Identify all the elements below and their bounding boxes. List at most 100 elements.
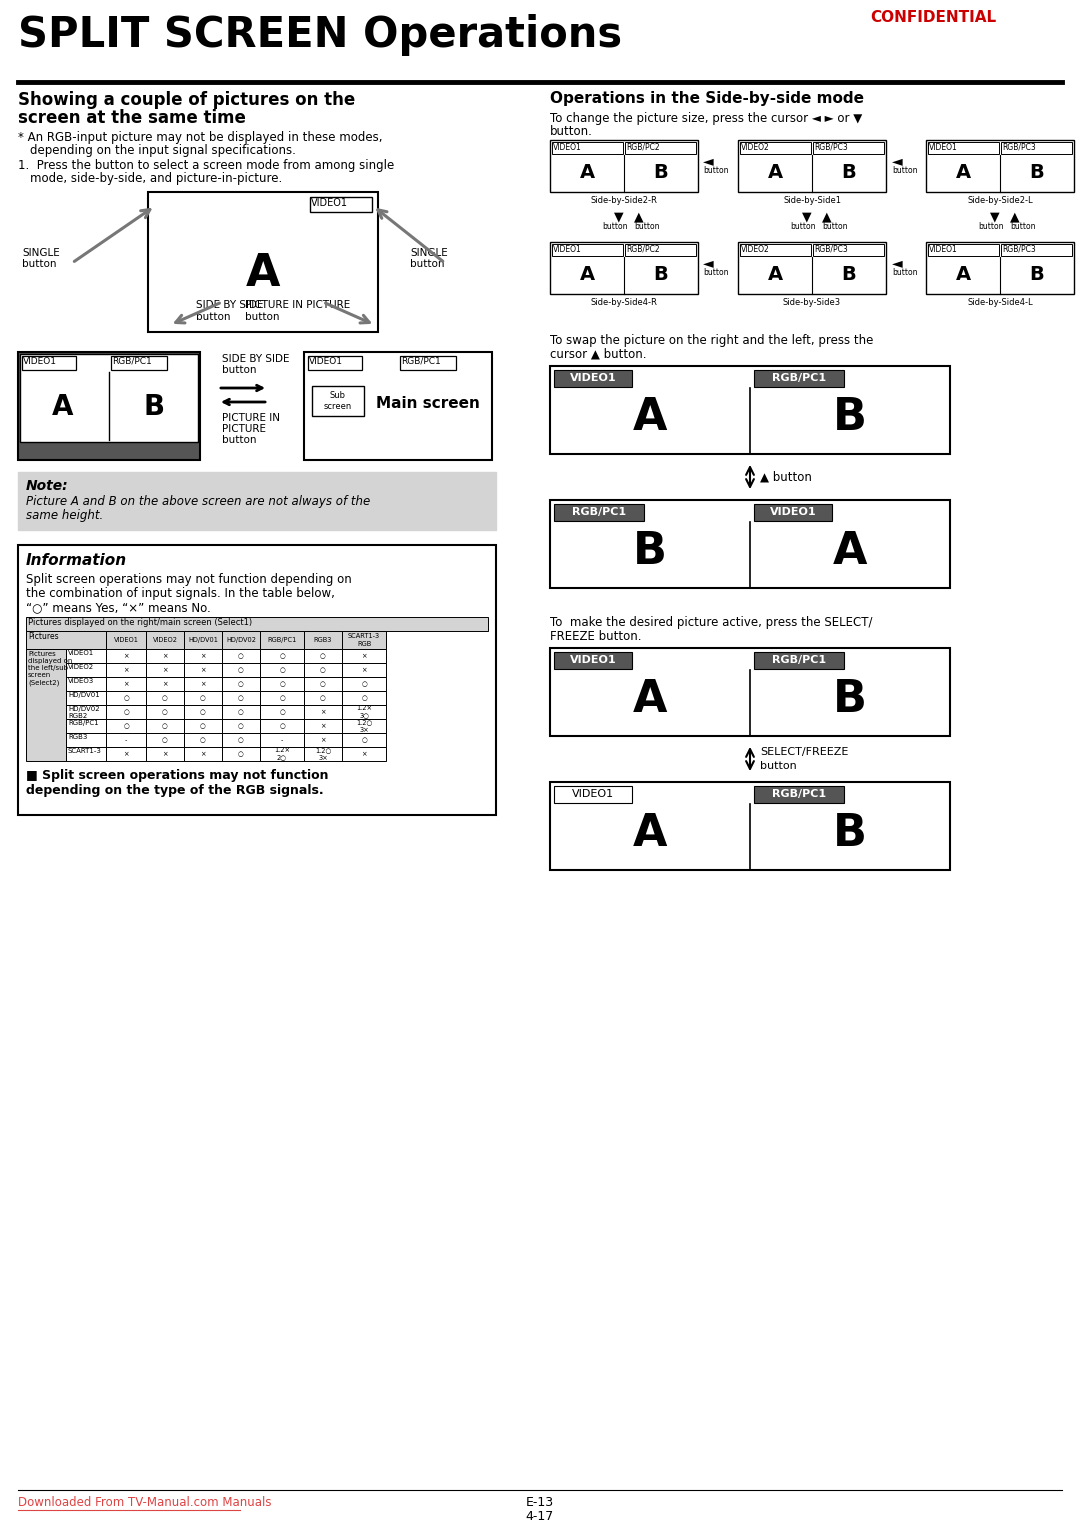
Text: button: button <box>634 222 660 231</box>
Text: ×: × <box>200 750 206 756</box>
Text: ×: × <box>162 681 167 688</box>
Bar <box>625 142 696 154</box>
Text: Side-by-Side1: Side-by-Side1 <box>783 196 841 205</box>
Text: VIDEO1: VIDEO1 <box>929 244 958 254</box>
Text: RGB3: RGB3 <box>68 733 87 740</box>
Bar <box>26 617 488 631</box>
Bar <box>222 649 260 663</box>
Bar <box>66 720 106 733</box>
Text: A: A <box>580 264 595 284</box>
Bar <box>66 649 106 663</box>
Bar <box>222 747 260 761</box>
Text: VIDEO2: VIDEO2 <box>152 637 177 643</box>
Bar <box>146 631 184 649</box>
Text: ×: × <box>361 668 367 672</box>
Text: A: A <box>956 162 971 182</box>
Text: ◄: ◄ <box>892 154 903 168</box>
Text: RGB/PC3: RGB/PC3 <box>1002 244 1036 254</box>
Text: ○: ○ <box>200 709 206 715</box>
Bar <box>184 649 222 663</box>
Bar <box>111 356 167 370</box>
Text: depending on the type of the RGB signals.: depending on the type of the RGB signals… <box>26 784 324 798</box>
Text: button: button <box>410 260 445 269</box>
Text: VIDEO1: VIDEO1 <box>23 358 57 367</box>
Bar <box>342 677 386 691</box>
Text: ×: × <box>123 750 129 756</box>
Bar <box>1001 142 1072 154</box>
Text: A: A <box>52 393 73 422</box>
Text: VIDEO1: VIDEO1 <box>929 144 958 151</box>
Text: A: A <box>768 162 783 182</box>
Text: ▼: ▼ <box>615 209 624 223</box>
Text: VIDEO2: VIDEO2 <box>68 665 94 669</box>
Text: B: B <box>1029 162 1044 182</box>
Bar <box>66 733 106 747</box>
Bar <box>148 193 378 332</box>
Text: ◄: ◄ <box>703 154 714 168</box>
Text: ■ Split screen operations may not function: ■ Split screen operations may not functi… <box>26 769 328 782</box>
Text: ○: ○ <box>200 695 206 701</box>
Text: Split screen operations may not function depending on: Split screen operations may not function… <box>26 573 352 587</box>
Text: SPLIT SCREEN Operations: SPLIT SCREEN Operations <box>18 14 622 57</box>
Bar <box>342 720 386 733</box>
Text: Operations in the Side-by-side mode: Operations in the Side-by-side mode <box>550 92 864 105</box>
Text: ○: ○ <box>238 736 244 743</box>
Text: VIDEO3: VIDEO3 <box>68 678 94 685</box>
Text: Picture A and B on the above screen are not always of the: Picture A and B on the above screen are … <box>26 495 370 507</box>
Text: VIDEO1: VIDEO1 <box>569 656 617 665</box>
Text: button: button <box>760 761 797 772</box>
Bar <box>18 472 496 530</box>
Text: RGB/PC1: RGB/PC1 <box>68 720 98 726</box>
Text: same height.: same height. <box>26 509 104 523</box>
Bar <box>260 677 303 691</box>
Text: RGB/PC1: RGB/PC1 <box>268 637 297 643</box>
Bar <box>66 747 106 761</box>
Text: ◄: ◄ <box>892 257 903 270</box>
Text: ▲ button: ▲ button <box>760 471 812 483</box>
Text: button: button <box>892 167 918 176</box>
Text: HD/DV01: HD/DV01 <box>188 637 218 643</box>
Text: B: B <box>833 813 867 856</box>
Bar <box>106 663 146 677</box>
Bar <box>184 691 222 704</box>
Text: ○: ○ <box>279 652 285 659</box>
Text: ○: ○ <box>238 723 244 729</box>
Bar <box>260 720 303 733</box>
Text: ×: × <box>321 723 326 729</box>
Bar <box>260 747 303 761</box>
Text: -: - <box>125 736 127 743</box>
Text: 1.2○
3×: 1.2○ 3× <box>356 720 373 732</box>
Bar <box>106 747 146 761</box>
Text: button.: button. <box>550 125 593 138</box>
Bar <box>926 241 1074 293</box>
Text: button: button <box>245 312 280 322</box>
Text: FREEZE button.: FREEZE button. <box>550 630 642 643</box>
Bar <box>303 677 342 691</box>
Bar <box>184 704 222 720</box>
Text: ◄: ◄ <box>703 257 714 270</box>
Bar <box>754 785 843 804</box>
Text: ○: ○ <box>279 695 285 701</box>
Text: RGB3: RGB3 <box>314 637 333 643</box>
Bar <box>928 244 999 257</box>
Text: SELECT/FREEZE: SELECT/FREEZE <box>760 747 849 756</box>
Text: ○: ○ <box>279 723 285 729</box>
Text: ○: ○ <box>238 695 244 701</box>
Text: “○” means Yes, “×” means No.: “○” means Yes, “×” means No. <box>26 601 211 614</box>
Text: A: A <box>580 162 595 182</box>
Text: ▼: ▼ <box>990 209 1000 223</box>
Text: Showing a couple of pictures on the: Showing a couple of pictures on the <box>18 92 355 108</box>
Bar <box>184 663 222 677</box>
Bar <box>66 691 106 704</box>
Text: RGB/PC1: RGB/PC1 <box>772 373 826 384</box>
Text: RGB/PC3: RGB/PC3 <box>814 144 848 151</box>
Text: B: B <box>833 678 867 721</box>
Text: ○: ○ <box>238 668 244 672</box>
Text: ×: × <box>200 668 206 672</box>
Bar <box>106 704 146 720</box>
Bar <box>342 649 386 663</box>
Bar <box>146 747 184 761</box>
Bar <box>625 244 696 257</box>
Text: ○: ○ <box>361 736 367 743</box>
Text: ×: × <box>361 652 367 659</box>
